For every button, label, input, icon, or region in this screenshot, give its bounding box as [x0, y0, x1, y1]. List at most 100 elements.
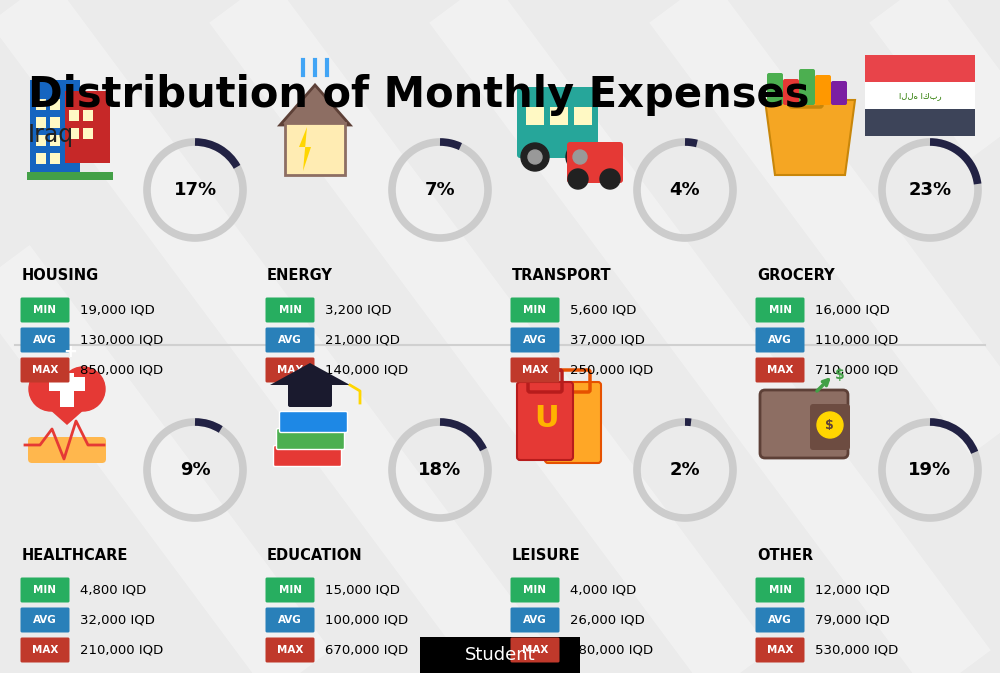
- FancyBboxPatch shape: [20, 637, 70, 662]
- Text: 16,000 IQD: 16,000 IQD: [815, 304, 890, 316]
- Text: MAX: MAX: [277, 645, 303, 655]
- FancyBboxPatch shape: [266, 357, 314, 382]
- FancyBboxPatch shape: [756, 357, 804, 382]
- Circle shape: [568, 169, 588, 189]
- FancyBboxPatch shape: [517, 382, 573, 460]
- FancyBboxPatch shape: [511, 608, 560, 633]
- FancyBboxPatch shape: [266, 608, 314, 633]
- FancyBboxPatch shape: [550, 107, 568, 125]
- FancyBboxPatch shape: [810, 404, 850, 450]
- FancyBboxPatch shape: [285, 123, 345, 175]
- FancyBboxPatch shape: [756, 328, 804, 353]
- FancyBboxPatch shape: [36, 117, 46, 128]
- Circle shape: [817, 412, 843, 438]
- Text: 19%: 19%: [908, 461, 952, 479]
- Text: 4,000 IQD: 4,000 IQD: [570, 583, 636, 596]
- Text: 23%: 23%: [908, 181, 952, 199]
- Text: 3,200 IQD: 3,200 IQD: [325, 304, 392, 316]
- Text: MAX: MAX: [277, 365, 303, 375]
- Text: 2%: 2%: [670, 461, 700, 479]
- Polygon shape: [31, 393, 103, 425]
- Text: 850,000 IQD: 850,000 IQD: [80, 363, 163, 376]
- FancyBboxPatch shape: [28, 437, 106, 463]
- Polygon shape: [299, 127, 311, 171]
- Circle shape: [566, 143, 594, 171]
- Text: 26,000 IQD: 26,000 IQD: [570, 614, 645, 627]
- FancyBboxPatch shape: [266, 637, 314, 662]
- Text: AVG: AVG: [33, 615, 57, 625]
- Text: 130,000 IQD: 130,000 IQD: [80, 334, 163, 347]
- Text: 4,800 IQD: 4,800 IQD: [80, 583, 146, 596]
- Text: Distribution of Monthly Expenses: Distribution of Monthly Expenses: [28, 74, 810, 116]
- Text: Student: Student: [465, 646, 535, 664]
- Text: Iraq: Iraq: [28, 123, 74, 147]
- FancyBboxPatch shape: [49, 377, 85, 391]
- FancyBboxPatch shape: [511, 357, 560, 382]
- FancyBboxPatch shape: [756, 608, 804, 633]
- Text: +: +: [63, 343, 77, 361]
- FancyBboxPatch shape: [865, 109, 975, 136]
- FancyBboxPatch shape: [83, 110, 93, 121]
- FancyBboxPatch shape: [20, 297, 70, 322]
- Text: AVG: AVG: [768, 615, 792, 625]
- Text: 4%: 4%: [670, 181, 700, 199]
- Text: MIN: MIN: [768, 585, 792, 595]
- FancyBboxPatch shape: [50, 135, 60, 146]
- FancyBboxPatch shape: [30, 80, 80, 175]
- FancyBboxPatch shape: [420, 637, 580, 673]
- Text: MIN: MIN: [524, 585, 546, 595]
- Text: AVG: AVG: [33, 335, 57, 345]
- Text: MAX: MAX: [32, 365, 58, 375]
- Text: TRANSPORT: TRANSPORT: [512, 267, 612, 283]
- Text: AVG: AVG: [523, 335, 547, 345]
- FancyBboxPatch shape: [20, 577, 70, 602]
- FancyBboxPatch shape: [831, 81, 847, 105]
- FancyBboxPatch shape: [511, 577, 560, 602]
- FancyBboxPatch shape: [545, 382, 601, 463]
- FancyBboxPatch shape: [20, 608, 70, 633]
- Text: $: $: [825, 419, 834, 431]
- Text: 17%: 17%: [173, 181, 217, 199]
- FancyBboxPatch shape: [511, 297, 560, 322]
- Text: MAX: MAX: [32, 645, 58, 655]
- Text: 79,000 IQD: 79,000 IQD: [815, 614, 890, 627]
- Circle shape: [528, 150, 542, 164]
- FancyBboxPatch shape: [20, 328, 70, 353]
- FancyBboxPatch shape: [526, 107, 544, 125]
- Text: الله اكبر: الله اكبر: [899, 91, 941, 100]
- Text: 21,000 IQD: 21,000 IQD: [325, 334, 400, 347]
- Text: 100,000 IQD: 100,000 IQD: [325, 614, 408, 627]
- Text: 180,000 IQD: 180,000 IQD: [570, 643, 653, 656]
- Text: 9%: 9%: [180, 461, 210, 479]
- FancyBboxPatch shape: [567, 142, 623, 183]
- Text: AVG: AVG: [278, 335, 302, 345]
- Polygon shape: [765, 100, 855, 175]
- FancyBboxPatch shape: [83, 128, 93, 139]
- Polygon shape: [280, 85, 350, 125]
- FancyBboxPatch shape: [574, 107, 592, 125]
- Text: AVG: AVG: [278, 615, 302, 625]
- Text: 12,000 IQD: 12,000 IQD: [815, 583, 890, 596]
- FancyBboxPatch shape: [815, 75, 831, 105]
- FancyBboxPatch shape: [799, 69, 815, 105]
- Text: 710,000 IQD: 710,000 IQD: [815, 363, 898, 376]
- Text: OTHER: OTHER: [757, 548, 813, 563]
- Text: 32,000 IQD: 32,000 IQD: [80, 614, 155, 627]
- FancyBboxPatch shape: [783, 79, 799, 105]
- FancyBboxPatch shape: [50, 99, 60, 110]
- Text: 530,000 IQD: 530,000 IQD: [815, 643, 898, 656]
- Text: 19,000 IQD: 19,000 IQD: [80, 304, 155, 316]
- FancyBboxPatch shape: [50, 117, 60, 128]
- Text: 210,000 IQD: 210,000 IQD: [80, 643, 163, 656]
- Text: MAX: MAX: [522, 365, 548, 375]
- Text: 7%: 7%: [425, 181, 455, 199]
- Text: HOUSING: HOUSING: [22, 267, 99, 283]
- Text: LEISURE: LEISURE: [512, 548, 581, 563]
- FancyBboxPatch shape: [865, 82, 975, 109]
- Text: MIN: MIN: [524, 305, 546, 315]
- FancyBboxPatch shape: [274, 446, 342, 466]
- FancyBboxPatch shape: [865, 55, 975, 82]
- Text: U: U: [534, 404, 559, 433]
- FancyBboxPatch shape: [767, 73, 783, 105]
- Text: 110,000 IQD: 110,000 IQD: [815, 334, 898, 347]
